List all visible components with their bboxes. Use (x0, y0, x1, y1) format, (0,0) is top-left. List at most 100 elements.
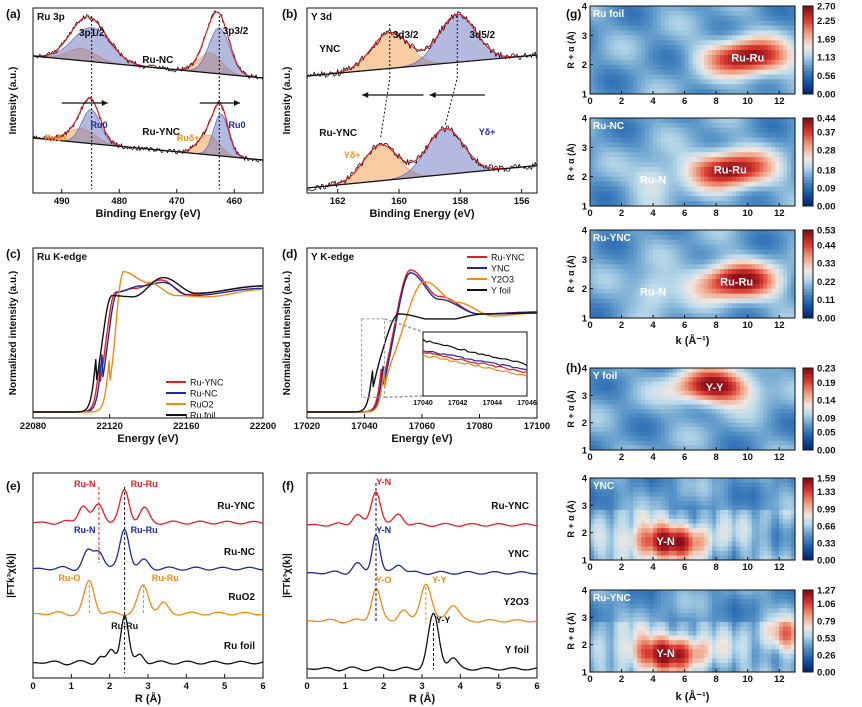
heat-cell (743, 35, 749, 41)
heat-cell (629, 491, 634, 497)
heat-cell (712, 45, 717, 51)
heat-cell (708, 523, 713, 529)
heat-cell (688, 413, 694, 419)
heat-cell (720, 505, 725, 511)
heat-cell (724, 546, 729, 552)
heat-cell (727, 30, 733, 36)
heat-cell (763, 171, 769, 178)
heat-cell (625, 303, 631, 309)
heat-cell (653, 436, 658, 442)
heat-cell (613, 537, 619, 543)
x-tick-label: 4 (458, 681, 464, 692)
heat-cell (755, 313, 761, 319)
heat-cell (633, 409, 638, 415)
heat-cell (601, 79, 607, 85)
heat-cell (783, 230, 788, 236)
heat-cell (716, 239, 721, 246)
heat-cell (775, 118, 780, 124)
heat-cell (743, 409, 749, 415)
colorbar-cell (803, 268, 813, 272)
heat-cell (720, 546, 725, 552)
heat-cell (708, 298, 713, 304)
heat-cell (724, 496, 729, 502)
heat-cell (645, 269, 650, 275)
heat-cell (590, 6, 595, 12)
heat-cell (704, 186, 709, 192)
heat-cell (617, 537, 623, 543)
heat-cell (660, 89, 666, 95)
heat-cell (668, 487, 674, 493)
heat-cell (692, 142, 698, 148)
heat-cell (712, 269, 717, 275)
inset-line (423, 352, 528, 374)
heat-cell (716, 201, 721, 207)
heat-cell (727, 491, 733, 497)
heat-cell (649, 186, 654, 192)
heat-cell (779, 409, 784, 415)
heat-cell (755, 20, 761, 27)
heat-cell (712, 181, 717, 188)
heat-cell (771, 69, 776, 76)
heat-cell (688, 377, 694, 383)
heat-cell (771, 377, 776, 383)
heat-cell (657, 377, 662, 383)
heat-cell (590, 15, 595, 22)
heat-cell (684, 487, 690, 493)
heat-cell (755, 514, 761, 520)
colorbar-cell (803, 76, 813, 80)
colorbar-cell (803, 138, 813, 142)
heat-cell (645, 377, 650, 383)
heat-cell (657, 157, 662, 163)
heat-cell (657, 528, 662, 534)
heat-cell (676, 40, 682, 46)
heat-cell (724, 445, 729, 451)
heat-cell (637, 427, 642, 433)
heat-cell (735, 176, 741, 183)
heat-cell (609, 422, 615, 428)
heat-cell (641, 234, 646, 241)
heat-cell (653, 505, 658, 511)
y-tick-label: 2 (582, 172, 587, 183)
heat-cell (637, 142, 642, 148)
heat-cell (629, 413, 634, 419)
heat-cell (605, 546, 611, 552)
heat-cell (649, 440, 654, 447)
heat-cell (597, 409, 603, 415)
heat-cell (637, 523, 642, 529)
heat-cell (613, 20, 619, 27)
heat-cell (649, 244, 654, 251)
heat-cell (704, 54, 709, 61)
heat-cell (597, 191, 603, 197)
heat-cell (688, 157, 694, 163)
heat-cell (633, 377, 638, 383)
heat-cell (724, 381, 729, 387)
heat-cell (617, 244, 623, 251)
heat-cell (657, 45, 662, 51)
heat-cell (660, 532, 666, 538)
fit-peak-orange (306, 31, 537, 77)
heat-cell (613, 368, 619, 374)
heat-cell (637, 487, 642, 493)
heat-cell (767, 137, 772, 144)
heat-cell (747, 283, 753, 290)
heat-cell (593, 6, 599, 12)
heat-cell (692, 422, 698, 428)
heat-cell (609, 278, 615, 285)
heat-cell (633, 157, 638, 163)
heat-cell (625, 147, 631, 153)
heat-cell (664, 244, 670, 251)
colorbar-cell (803, 368, 813, 372)
heat-cell (660, 254, 666, 260)
heat-cell (609, 157, 615, 163)
heat-cell (751, 20, 757, 27)
heat-cell (597, 303, 603, 309)
heat-cell (700, 440, 705, 447)
heat-cell (649, 541, 654, 547)
heat-cell (601, 390, 607, 396)
heat-cell (716, 171, 721, 178)
heat-cell (597, 127, 603, 134)
heat-cell (771, 196, 776, 202)
heat-cell (672, 84, 678, 90)
heat-cell (743, 127, 749, 134)
